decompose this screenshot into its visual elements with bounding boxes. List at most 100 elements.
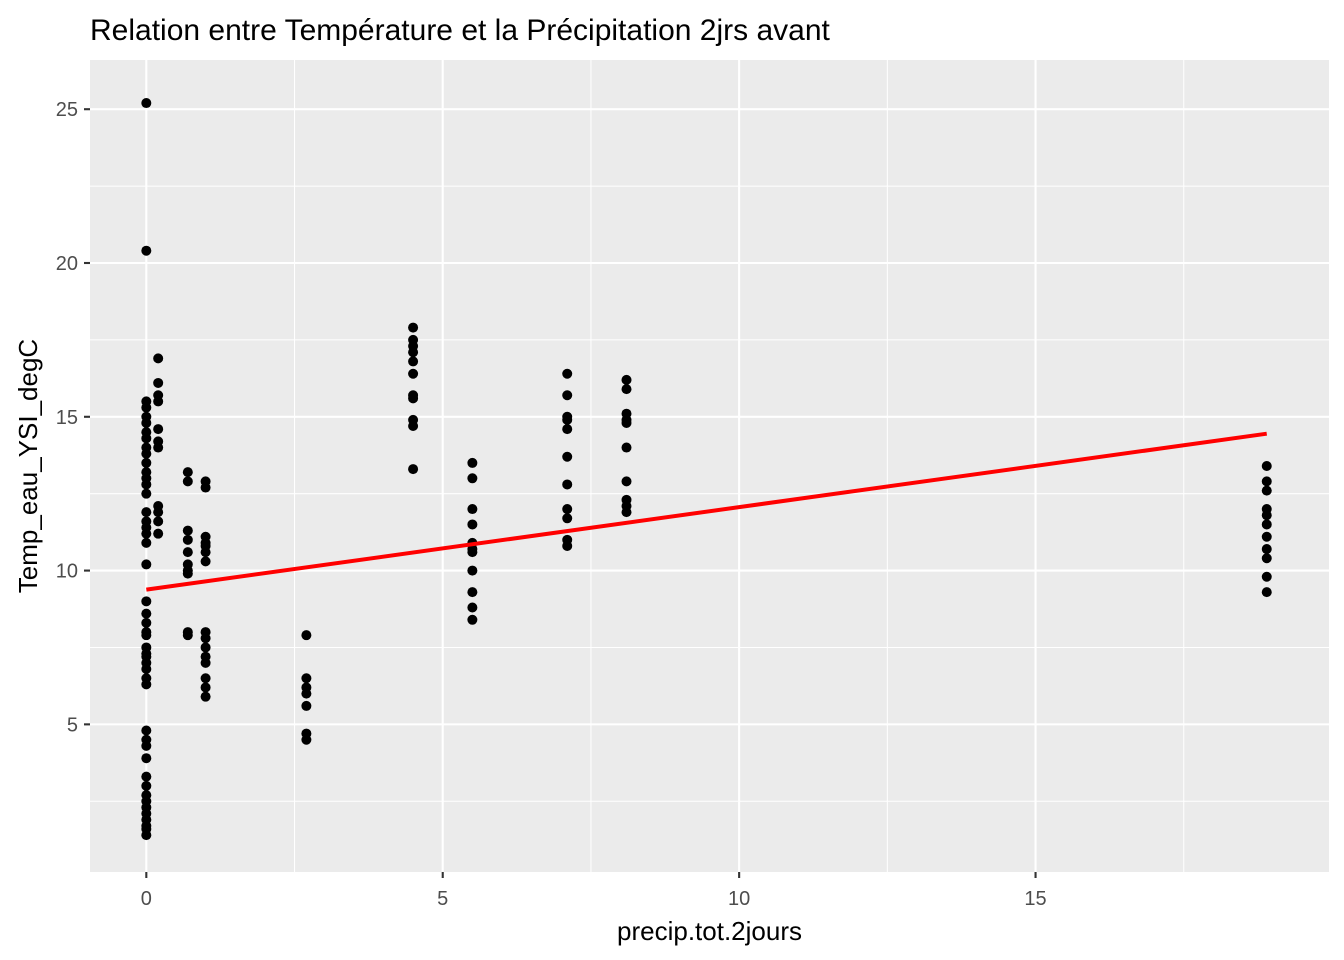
data-point [1261,531,1272,542]
data-point [1261,571,1272,582]
data-point [621,417,632,428]
data-point [141,630,152,641]
data-point [621,476,632,487]
y-tick-label: 10 [56,561,78,583]
x-tick-label: 0 [141,888,152,910]
data-point [562,504,573,515]
regression-line-layer [146,431,1268,592]
data-points [141,98,1272,841]
data-point [141,488,152,499]
data-point [621,384,632,395]
data-point [182,534,193,545]
data-point [562,451,573,462]
data-point [408,393,419,404]
data-point [301,673,312,684]
data-point [1261,476,1272,487]
data-point [408,464,419,475]
data-point [182,476,193,487]
data-point [1261,544,1272,555]
y-axis-title: Temp_eau_YSI_degC [13,339,43,593]
data-point [1261,553,1272,564]
data-point [301,700,312,711]
data-point [153,516,164,527]
data-point [1261,519,1272,530]
data-point [200,682,211,693]
data-point [200,482,211,493]
data-point [467,504,478,515]
data-point [153,528,164,539]
data-point [141,507,152,518]
data-point [141,780,152,791]
data-point [467,614,478,625]
data-point [141,771,152,782]
x-tick-label: 5 [437,888,448,910]
data-point [141,528,152,539]
data-point [200,657,211,668]
axis-ticks: 0 5 10 15 5 10 15 20 25 [56,99,1047,910]
data-point [141,608,152,619]
data-point [141,679,152,690]
data-point [200,691,211,702]
data-point [467,587,478,598]
data-point [1261,485,1272,496]
data-point [1261,587,1272,598]
x-tick-label: 15 [1024,888,1046,910]
data-point [141,753,152,764]
data-point [408,356,419,367]
data-point [562,479,573,490]
data-point [562,414,573,425]
data-point [562,424,573,435]
data-point [621,374,632,385]
x-tick-label: 10 [728,888,750,910]
data-point [301,688,312,699]
data-point [562,540,573,551]
data-point [467,473,478,484]
data-point [200,556,211,567]
data-point [182,525,193,536]
data-point [301,734,312,745]
data-point [467,565,478,576]
data-point [467,519,478,530]
y-tick-label: 15 [56,407,78,429]
data-point [141,417,152,428]
data-point [1261,510,1272,521]
chart-title: Relation entre Température et la Précipi… [90,14,831,47]
regression-line [146,431,1268,592]
data-point [467,457,478,468]
data-point [408,322,419,333]
data-point [141,537,152,548]
data-point [301,630,312,641]
data-point [141,830,152,841]
data-point [141,664,152,674]
data-point [153,377,164,388]
y-tick-label: 5 [67,714,78,736]
data-point [182,630,193,641]
data-point [153,507,164,518]
data-point [467,547,478,558]
plot-panel [90,60,1329,872]
data-point [408,421,419,432]
data-point [200,547,211,558]
data-point [182,547,193,558]
data-point [562,390,573,401]
data-point [141,245,152,256]
data-point [141,617,152,628]
minor-gridlines [90,60,1329,872]
data-point [141,559,152,570]
data-point [408,368,419,379]
data-point [141,740,152,751]
data-point [200,633,211,644]
y-tick-label: 25 [56,99,78,121]
data-point [141,448,152,459]
data-point [153,396,164,407]
data-point [621,442,632,453]
data-point [153,353,164,364]
data-point [621,507,632,518]
data-point [408,347,419,358]
data-point [200,673,211,684]
data-point [141,433,152,444]
data-point [141,596,152,607]
data-point [141,98,152,109]
data-point [1261,461,1272,471]
